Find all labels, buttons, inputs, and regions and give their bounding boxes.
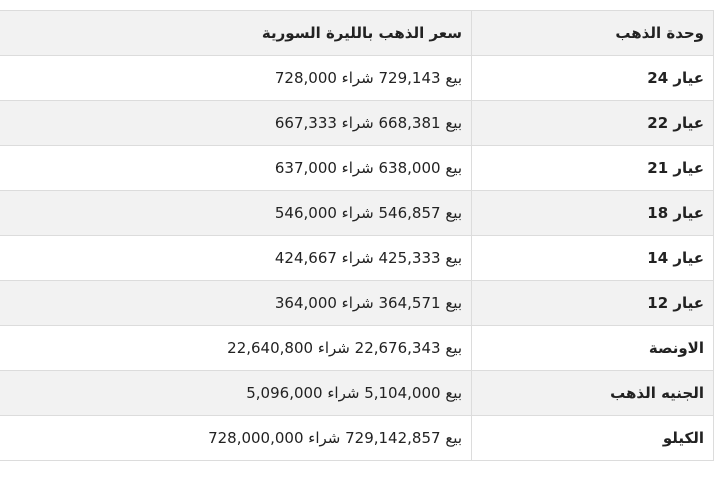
table-header: وحدة الذهب سعر الذهب بالليرة السورية	[0, 10, 714, 56]
gold-price-table: وحدة الذهب سعر الذهب بالليرة السورية عيا…	[0, 10, 714, 461]
unit-cell: الاونصة	[471, 325, 714, 371]
price-cell: بيع 729,143 شراء 728,000	[0, 55, 472, 101]
table-row: الكيلو بيع 729,142,857 شراء 728,000,000	[0, 415, 714, 461]
unit-cell: عيار 22	[471, 100, 714, 146]
header-cell: وحدة الذهب	[471, 10, 714, 56]
table-body: عيار 24 بيع 729,143 شراء 728,000 عيار 22 بي…	[0, 55, 714, 461]
price-cell: بيع 668,381 شراء 667,333	[0, 100, 472, 146]
price-cell: بيع 729,142,857 شراء 728,000,000	[0, 415, 472, 461]
unit-cell: عيار 21	[471, 145, 714, 191]
unit-cell: عيار 12	[471, 280, 714, 326]
table-row: الاونصة بيع 22,676,343 شراء 22,640,800	[0, 325, 714, 371]
price-cell: بيع 546,857 شراء 546,000	[0, 190, 472, 236]
unit-cell: عيار 14	[471, 235, 714, 281]
unit-cell: الجنيه الذهب	[471, 370, 714, 416]
table-row: عيار 12 بيع 364,571 شراء 364,000	[0, 280, 714, 326]
price-cell: بيع 5,104,000 شراء 5,096,000	[0, 370, 472, 416]
table-row: عيار 18 بيع 546,857 شراء 546,000	[0, 190, 714, 236]
unit-cell: الكيلو	[471, 415, 714, 461]
unit-cell: عيار 18	[471, 190, 714, 236]
price-cell: بيع 425,333 شراء 424,667	[0, 235, 472, 281]
header-row: وحدة الذهب سعر الذهب بالليرة السورية	[0, 10, 714, 56]
unit-cell: عيار 24	[471, 55, 714, 101]
price-cell: بيع 364,571 شراء 364,000	[0, 280, 472, 326]
price-cell: بيع 22,676,343 شراء 22,640,800	[0, 325, 472, 371]
header-cell: سعر الذهب بالليرة السورية	[0, 10, 472, 56]
table-row: عيار 21 بيع 638,000 شراء 637,000	[0, 145, 714, 191]
table-row: عيار 22 بيع 668,381 شراء 667,333	[0, 100, 714, 146]
table-row: عيار 14 بيع 425,333 شراء 424,667	[0, 235, 714, 281]
price-cell: بيع 638,000 شراء 637,000	[0, 145, 472, 191]
table-row: عيار 24 بيع 729,143 شراء 728,000	[0, 55, 714, 101]
table-row: الجنيه الذهب بيع 5,104,000 شراء 5,096,000	[0, 370, 714, 416]
